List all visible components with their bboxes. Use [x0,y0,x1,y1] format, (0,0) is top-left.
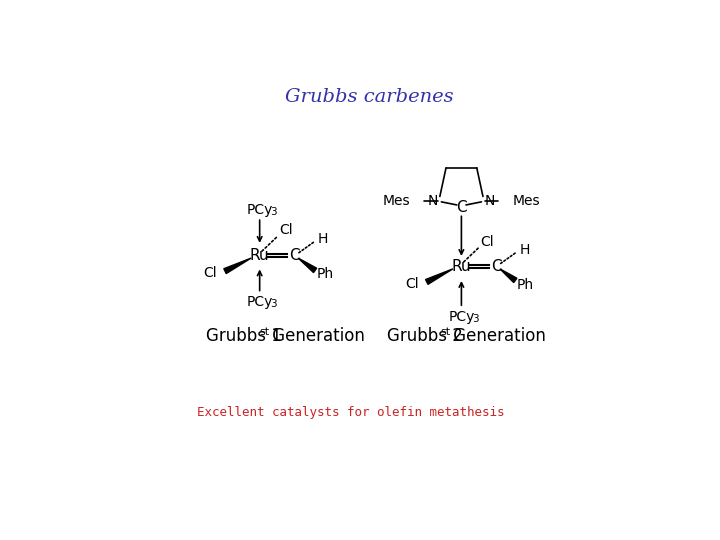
Text: st: st [260,327,270,337]
Text: Mes: Mes [383,194,410,208]
Text: PCy: PCy [246,202,273,217]
Text: 3: 3 [472,314,479,324]
Text: Grubbs carbenes: Grubbs carbenes [284,88,454,106]
Text: Generation: Generation [267,327,365,345]
Text: Cl: Cl [481,235,494,249]
Text: 3: 3 [271,299,277,309]
Text: Cl: Cl [204,266,217,280]
Polygon shape [298,258,317,273]
Text: 3: 3 [271,207,277,217]
Text: Mes: Mes [512,194,540,208]
Text: C: C [456,200,467,215]
Text: Ru: Ru [451,259,471,274]
Text: Ph: Ph [517,278,534,292]
Text: PCy: PCy [449,309,474,323]
Text: Cl: Cl [279,224,292,238]
Text: H: H [318,232,328,246]
Text: st: st [441,327,451,337]
Text: Grubbs 2: Grubbs 2 [387,327,462,345]
Text: Ru: Ru [250,248,269,264]
Text: C: C [491,259,501,274]
Polygon shape [500,269,517,282]
Text: C: C [289,248,300,264]
Text: PCy: PCy [246,295,273,309]
Text: Generation: Generation [449,327,546,345]
Text: Cl: Cl [405,277,419,291]
Text: Ph: Ph [317,267,334,281]
Text: N: N [428,194,438,208]
Polygon shape [426,269,453,285]
Text: Excellent catalysts for olefin metathesis: Excellent catalysts for olefin metathesi… [197,406,505,420]
Polygon shape [224,258,251,274]
Text: H: H [519,242,529,256]
Text: Grubbs 1: Grubbs 1 [206,327,282,345]
Text: N: N [485,194,495,208]
